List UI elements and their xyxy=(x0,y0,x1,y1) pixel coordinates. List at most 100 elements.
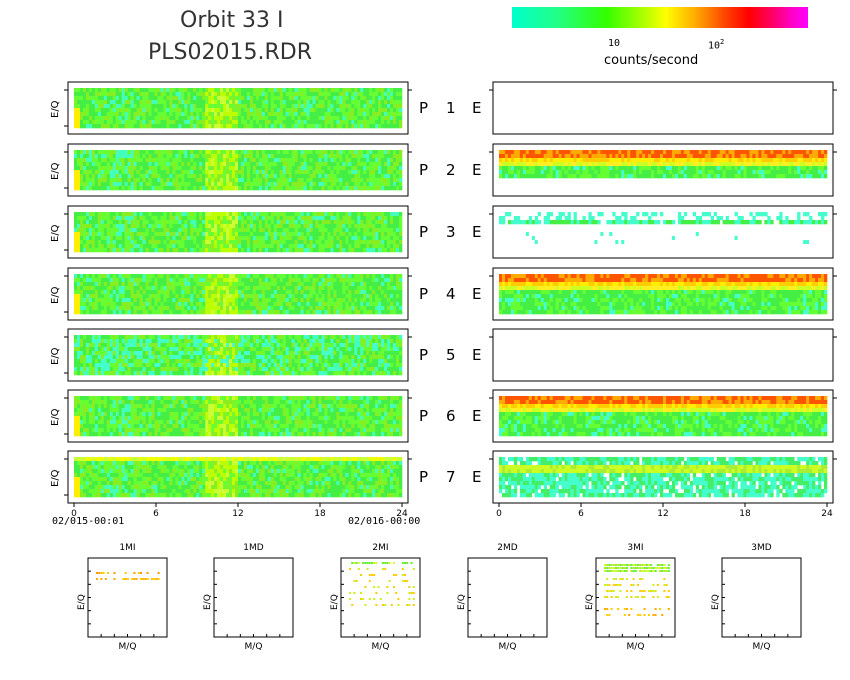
heatmap-cell xyxy=(175,294,179,299)
heatmap-cell xyxy=(612,150,616,155)
heatmap-cell xyxy=(148,248,152,253)
heatmap-cell xyxy=(803,240,807,244)
heatmap-cell xyxy=(384,178,388,183)
heatmap-cell xyxy=(776,158,780,163)
heatmap-cell xyxy=(196,124,200,129)
heatmap-cell xyxy=(499,154,503,159)
heatmap-cell xyxy=(387,228,391,233)
heatmap-cell xyxy=(695,154,700,159)
heatmap-cell xyxy=(217,282,221,287)
heatmap-cell xyxy=(261,274,266,279)
heatmap-cell xyxy=(797,216,801,221)
heatmap-cell xyxy=(354,232,358,237)
heatmap-cell xyxy=(199,92,203,97)
heatmap-cell xyxy=(142,154,146,159)
heatmap-cell xyxy=(193,216,197,221)
heatmap-cell xyxy=(190,124,194,129)
heatmap-cell xyxy=(740,154,744,159)
heatmap-cell xyxy=(636,220,640,225)
heatmap-cell xyxy=(202,294,206,299)
heatmap-cell xyxy=(258,290,263,295)
heatmap-cell xyxy=(238,228,242,233)
heatmap-cell xyxy=(109,248,114,253)
heatmap-cell xyxy=(549,220,553,225)
heatmap-cell xyxy=(297,92,301,97)
heatmap-cell xyxy=(342,224,346,229)
heatmap-cell xyxy=(273,248,278,253)
heatmap-cell xyxy=(238,92,242,97)
heatmap-cell xyxy=(300,124,304,129)
heatmap-cell xyxy=(648,150,652,155)
heatmap-cell xyxy=(677,212,682,217)
heatmap-cell xyxy=(357,220,361,225)
heatmap-cell xyxy=(348,116,352,121)
heatmap-cell xyxy=(243,186,248,191)
heatmap-cell xyxy=(354,108,358,113)
heatmap-cell xyxy=(181,150,185,155)
heatmap-cell xyxy=(178,302,182,307)
heatmap-cell xyxy=(220,186,224,191)
heatmap-cell xyxy=(100,286,105,291)
heatmap-cell xyxy=(249,174,254,179)
heatmap-cell xyxy=(339,182,343,187)
heatmap-cell xyxy=(258,310,263,315)
heatmap-cell xyxy=(393,154,397,159)
heatmap-cell xyxy=(238,240,242,245)
heatmap-cell xyxy=(764,158,768,163)
heatmap-cell xyxy=(124,116,128,121)
heatmap-cell xyxy=(97,170,102,175)
heatmap-cell xyxy=(175,248,179,253)
heatmap-cell xyxy=(387,116,391,121)
heatmap-cell xyxy=(719,166,723,171)
heatmap-cell xyxy=(677,154,682,159)
heatmap-cell xyxy=(345,120,349,125)
heatmap-cell xyxy=(707,154,712,159)
heatmap-cell xyxy=(282,112,287,117)
heatmap-cell xyxy=(235,274,239,279)
heatmap-cell xyxy=(740,150,744,155)
heatmap-cell xyxy=(504,212,509,217)
heatmap-cell xyxy=(249,162,254,167)
heatmap-cell xyxy=(360,120,364,125)
heatmap-cell xyxy=(683,220,688,225)
heatmap-cell xyxy=(160,116,164,121)
heatmap-cell xyxy=(130,248,134,253)
heatmap-cell xyxy=(378,228,382,233)
heatmap-cell xyxy=(270,224,275,229)
heatmap-cell xyxy=(208,116,212,121)
heatmap-cell xyxy=(351,154,355,159)
heatmap-cell xyxy=(342,92,346,97)
heatmap-cell xyxy=(175,92,179,97)
heatmap-cell xyxy=(226,220,230,225)
heatmap-cell xyxy=(133,100,137,105)
heatmap-cell xyxy=(312,116,316,121)
heatmap-cell xyxy=(294,248,298,253)
heatmap-cell xyxy=(100,96,105,101)
heatmap-cell xyxy=(145,228,149,233)
heatmap-cell xyxy=(779,150,783,155)
heatmap-cell xyxy=(609,174,613,179)
heatmap-cell xyxy=(597,170,601,175)
heatmap-cell xyxy=(154,290,158,295)
heatmap-cell xyxy=(309,186,313,191)
heatmap-cell xyxy=(270,240,275,245)
heatmap-cell xyxy=(273,232,278,237)
heatmap-cell xyxy=(160,282,164,287)
heatmap-cell xyxy=(357,108,361,113)
heatmap-cell xyxy=(342,108,346,113)
heatmap-cell xyxy=(139,166,143,171)
heatmap-cell xyxy=(282,158,287,163)
heatmap-cell xyxy=(318,166,322,171)
heatmap-cell xyxy=(294,170,298,175)
heatmap-cell xyxy=(172,182,176,187)
heatmap-cell xyxy=(725,170,729,175)
heatmap-cell xyxy=(393,240,397,245)
heatmap-cell xyxy=(704,174,709,179)
heatmap-cell xyxy=(115,100,120,105)
heatmap-right xyxy=(499,150,828,179)
heatmap-cell xyxy=(157,120,161,125)
heatmap-cell xyxy=(97,158,102,163)
heatmap-cell xyxy=(79,166,84,171)
heatmap-cell xyxy=(549,150,553,155)
heatmap-cell xyxy=(276,274,281,279)
